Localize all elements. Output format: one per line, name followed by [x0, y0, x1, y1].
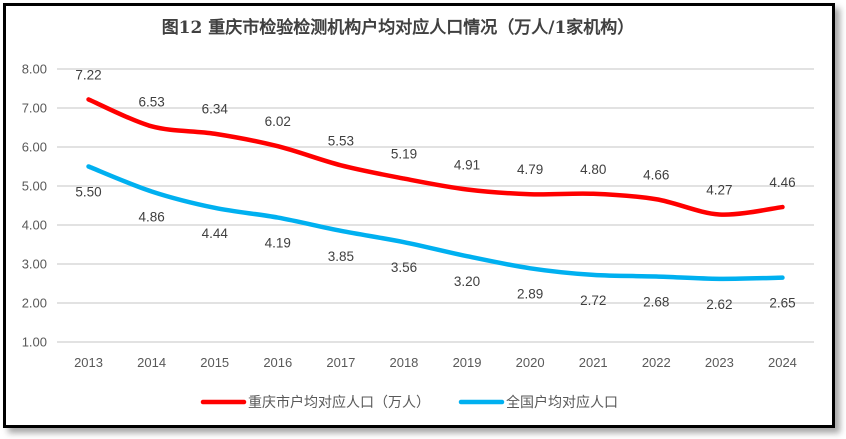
y-tick-label: 7.00 [22, 101, 47, 116]
data-label: 2.65 [769, 296, 795, 311]
x-tick-label: 2023 [705, 355, 734, 370]
x-tick-label: 2017 [326, 355, 355, 370]
data-label: 6.53 [138, 94, 164, 109]
data-label: 2.68 [643, 294, 669, 309]
y-tick-label: 3.00 [22, 257, 47, 272]
data-label: 4.79 [517, 162, 543, 177]
data-labels: 7.22 6.53 6.34 6.02 5.53 5.19 4.91 4.79 4.80 4.66… [75, 67, 795, 311]
y-tick-label: 5.00 [22, 179, 47, 194]
data-label: 2.62 [706, 297, 732, 312]
series-line-0 [86, 97, 785, 217]
data-label: 5.50 [75, 185, 101, 200]
x-tick-label: 2020 [516, 355, 545, 370]
x-tick-label: 2013 [74, 355, 103, 370]
x-tick-label: 2015 [200, 355, 229, 370]
x-tick-label: 2022 [642, 355, 671, 370]
data-label: 2.89 [517, 286, 543, 301]
y-tick-label: 6.00 [22, 140, 47, 155]
series-lines [86, 97, 785, 282]
data-label: 3.20 [454, 274, 480, 289]
data-label: 4.86 [138, 209, 164, 224]
data-label: 4.80 [580, 162, 606, 177]
y-tick-label: 8.00 [22, 62, 47, 77]
y-axis-ticks: 1.00 2.00 3.00 4.00 5.00 6.00 7.00 8.00 [22, 62, 47, 350]
gridlines [57, 68, 814, 343]
y-tick-label: 2.00 [22, 296, 47, 311]
x-tick-label: 2014 [137, 355, 166, 370]
legend-label: 重庆市户均对应人口（万人） [248, 394, 430, 411]
data-label: 5.53 [328, 133, 354, 148]
x-tick-label: 2021 [579, 355, 608, 370]
data-label: 5.19 [391, 147, 417, 162]
legend-item[interactable]: 重庆市户均对应人口（万人） [200, 394, 430, 411]
data-label: 4.44 [202, 226, 229, 241]
data-label: 4.91 [454, 158, 480, 173]
data-label: 4.46 [769, 175, 795, 190]
y-tick-label: 4.00 [22, 218, 47, 233]
data-label: 7.22 [75, 67, 101, 82]
chart-title: 图12 重庆市检验检测机构户均对应人口情况（万人/1家机构） [162, 17, 635, 38]
data-label: 2.72 [580, 293, 606, 308]
data-label: 3.85 [328, 249, 354, 264]
data-label: 3.56 [391, 260, 417, 275]
data-label: 4.66 [643, 167, 669, 182]
x-tick-label: 2024 [768, 355, 797, 370]
legend: 重庆市户均对应人口（万人） 全国户均对应人口 [200, 394, 618, 411]
x-axis-ticks: 2013 2014 2015 2016 2017 2018 2019 2020 2021 2022… [74, 355, 797, 370]
series-line-1 [86, 164, 785, 282]
legend-label: 全国户均对应人口 [506, 394, 618, 411]
data-label: 4.27 [706, 182, 732, 197]
legend-item[interactable]: 全国户均对应人口 [458, 394, 618, 411]
y-tick-label: 1.00 [22, 335, 47, 350]
chart-frame [3, 3, 835, 428]
data-label: 6.34 [202, 102, 229, 117]
data-label: 6.02 [265, 114, 291, 129]
x-tick-label: 2018 [389, 355, 418, 370]
x-tick-label: 2016 [263, 355, 292, 370]
x-tick-label: 2019 [453, 355, 482, 370]
data-label: 4.19 [265, 236, 291, 251]
